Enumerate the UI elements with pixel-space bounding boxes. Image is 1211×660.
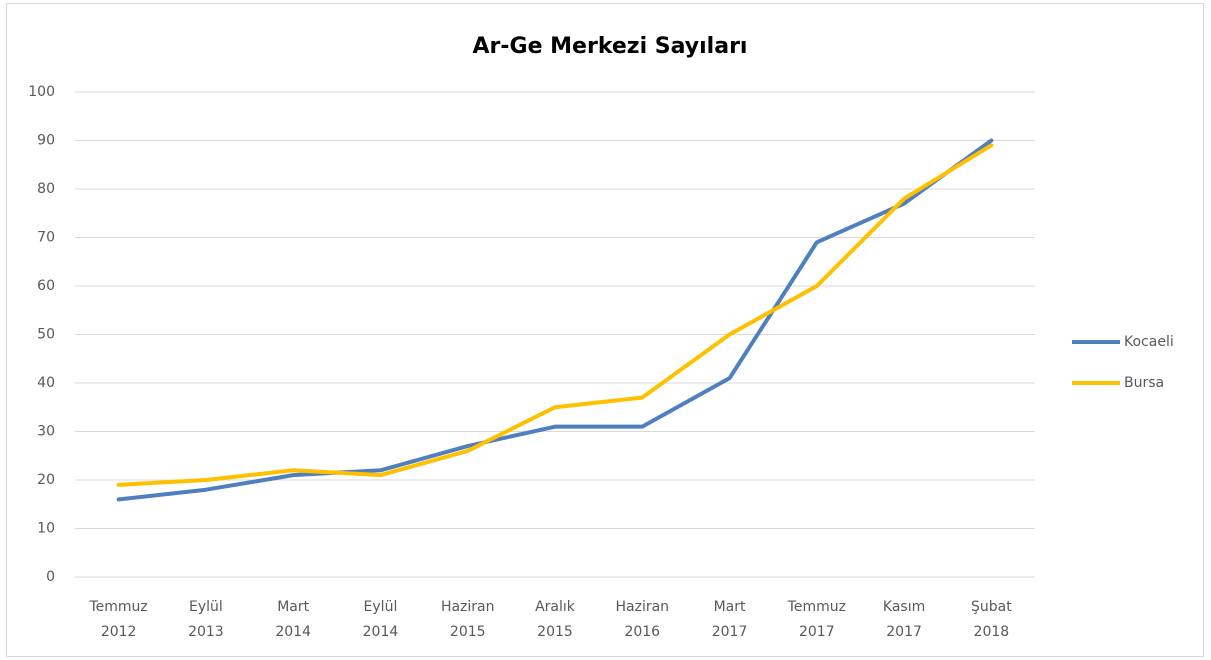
x-tick-label: Aralık 2015	[535, 599, 576, 640]
y-tick-label: 20	[37, 472, 55, 488]
x-tick-label: Şubat 2018	[971, 599, 1012, 640]
x-tick-label: Mart 2014	[275, 599, 311, 640]
y-tick-label: 30	[37, 424, 55, 440]
x-tick-label: Eylül 2014	[363, 599, 399, 640]
x-tick-label: Kasım 2017	[883, 599, 925, 640]
x-tick-label: Temmuz 2017	[787, 599, 846, 640]
chart-frame	[6, 3, 1204, 657]
x-tick-label: Haziran 2016	[615, 599, 669, 640]
x-tick-label: Mart 2017	[712, 599, 748, 640]
y-tick-label: 100	[28, 84, 55, 100]
y-tick-label: 0	[46, 569, 55, 585]
y-tick-label: 70	[37, 230, 55, 246]
chart-title: Ar-Ge Merkezi Sayıları	[473, 34, 748, 59]
y-tick-label: 40	[37, 375, 55, 391]
legend-label: Bursa	[1124, 375, 1164, 391]
legend-label: Kocaeli	[1124, 334, 1174, 350]
x-tick-label: Temmuz 2012	[88, 599, 147, 640]
y-tick-label: 80	[37, 181, 55, 197]
x-tick-label: Haziran 2015	[441, 599, 495, 640]
data-line	[116, 138, 994, 502]
data-line	[116, 143, 994, 487]
y-tick-label: 90	[37, 133, 55, 149]
y-tick-label: 50	[37, 327, 55, 343]
y-tick-label: 60	[37, 278, 55, 294]
x-tick-label: Eylül 2013	[188, 599, 224, 640]
y-tick-label: 10	[37, 521, 55, 537]
